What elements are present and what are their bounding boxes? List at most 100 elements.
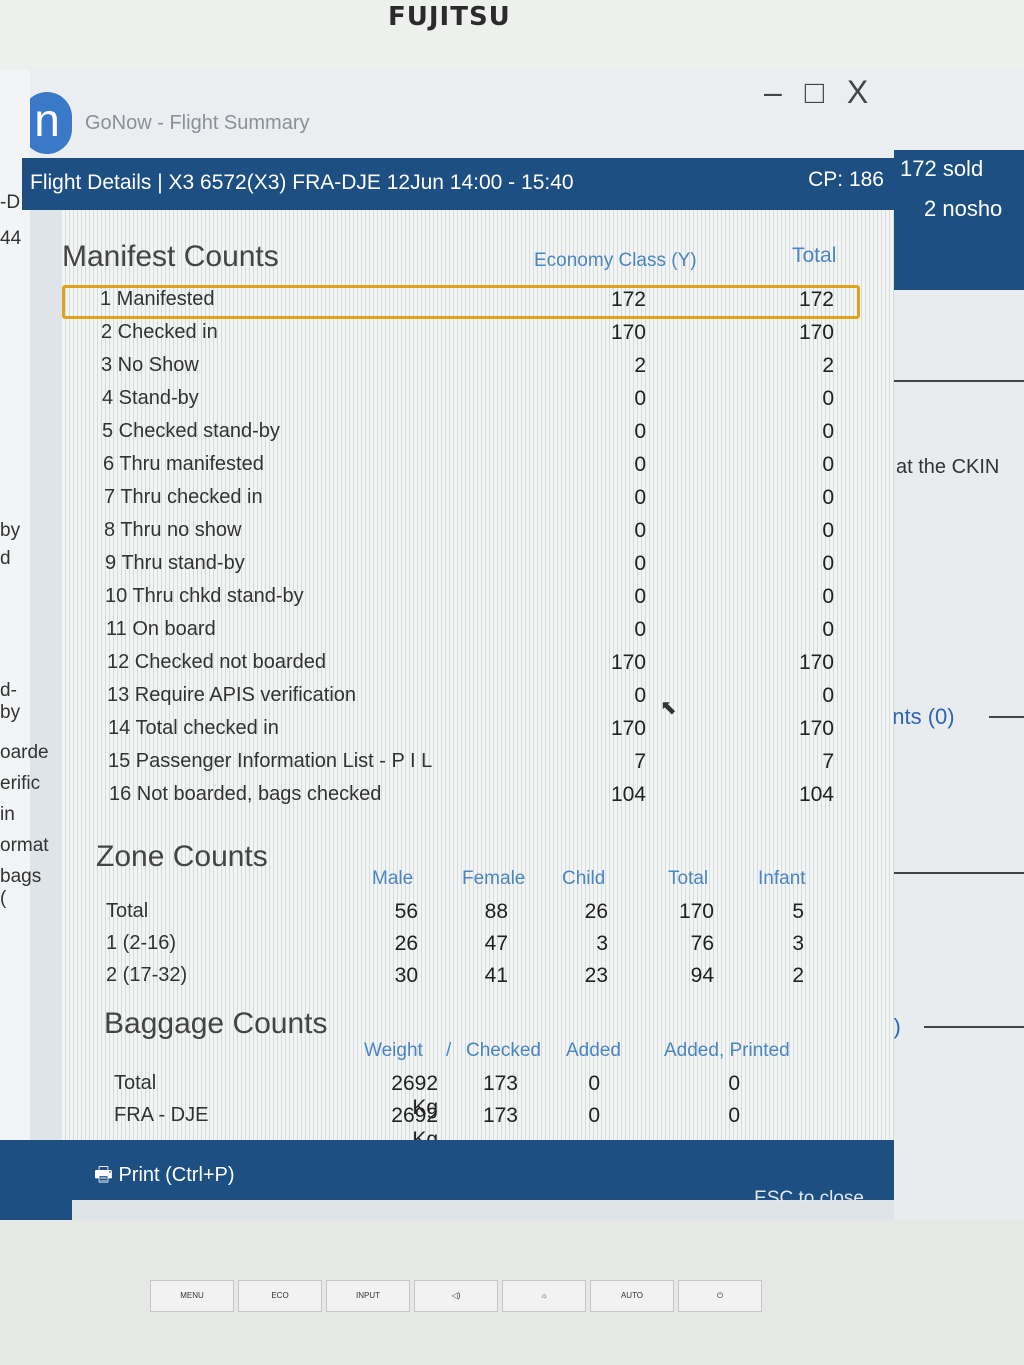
zone-value: 30 [394, 964, 418, 987]
monitor-button[interactable]: ⏻ [678, 1280, 762, 1312]
manifest-row-label: 5 Checked stand-by [102, 420, 280, 442]
economy-value: 0 [634, 420, 646, 443]
economy-value: 2 [634, 354, 646, 377]
baggage-weight: 2692 Kg [391, 1072, 438, 1119]
monitor-button[interactable]: MENU [150, 1280, 234, 1312]
total-value: 104 [798, 783, 834, 806]
zone-value: 3 [792, 932, 804, 955]
zone-value: 76 [690, 932, 714, 955]
maximize-icon[interactable]: □ [804, 74, 825, 110]
app-title-bar: n GoNow - Flight Summary – □ X [0, 70, 1024, 160]
app-title: GoNow - Flight Summary [85, 112, 310, 134]
monitor-button[interactable]: ◁) [414, 1280, 498, 1312]
zone-counts-title: Zone Counts [96, 840, 268, 873]
economy-value: 0 [634, 486, 646, 509]
left-fragment: oarde [0, 742, 49, 763]
baggage-added: 0 [588, 1072, 600, 1095]
divider [878, 872, 1024, 874]
dialog-footer: 🖶 Print (Ctrl+P) ESC to close [72, 1140, 894, 1209]
total-value: 0 [822, 486, 834, 509]
left-fragment: erific [0, 773, 41, 794]
background-right-panel: 172 sold 2 nosho at the CKIN ents (0) (0… [874, 150, 1024, 1220]
left-fragment: -D [0, 192, 21, 213]
total-value: 0 [822, 453, 834, 476]
total-value: 0 [822, 618, 834, 641]
baggage-column-header: / [446, 1040, 452, 1061]
right-panel-header: 172 sold 2 nosho [894, 150, 1024, 290]
manifest-row-label: 7 Thru checked in [104, 486, 263, 508]
manifest-row-label: 10 Thru chkd stand-by [105, 585, 304, 607]
divider [924, 1026, 1024, 1028]
flight-details-titlebar: Flight Details | X3 6572(X3) FRA-DJE 12J… [22, 158, 894, 210]
total-header: Total [792, 244, 837, 267]
print-button[interactable]: 🖶 Print (Ctrl+P) [94, 1160, 235, 1194]
monitor-button[interactable]: AUTO [590, 1280, 674, 1312]
zone-value: 170 [678, 900, 714, 923]
total-value: 0 [822, 585, 834, 608]
zone-value: 26 [394, 932, 418, 955]
baggage-column-header: Weight [364, 1040, 423, 1061]
baggage-row-label: Total [114, 1072, 157, 1094]
total-value: 7 [822, 750, 834, 773]
zone-value: 56 [394, 900, 418, 923]
baggage-counts-title: Baggage Counts [104, 1007, 328, 1040]
zone-value: 5 [792, 900, 804, 923]
economy-value: 104 [610, 783, 646, 806]
baggage-added-printed: 0 [728, 1104, 740, 1127]
baggage-column-header: Added, Printed [664, 1040, 790, 1061]
minimize-icon[interactable]: – [764, 74, 782, 110]
monitor-button[interactable]: ☼ [502, 1280, 586, 1312]
noshow-count: 2 nosho [924, 196, 1003, 221]
manifest-row-label: 8 Thru no show [104, 519, 242, 541]
economy-value: 0 [634, 585, 646, 608]
left-fragment: bags ( [0, 866, 42, 909]
screen: n GoNow - Flight Summary – □ X -D 44 by … [0, 70, 1024, 1220]
total-value: 170 [798, 321, 834, 344]
manifest-row-label: 14 Total checked in [108, 717, 279, 739]
total-value: 170 [798, 651, 834, 674]
monitor-button[interactable]: ECO [238, 1280, 322, 1312]
zone-value: 47 [484, 932, 508, 955]
cp-count: CP: 186 [808, 168, 884, 191]
dialog-footer-left [0, 1140, 72, 1220]
zone-row-label: Total [106, 900, 149, 922]
left-fragment: 44 [0, 228, 22, 249]
baggage-added: 0 [588, 1104, 600, 1127]
economy-class-header: Economy Class (Y) [534, 250, 697, 271]
zone-column-header: Female [462, 868, 526, 889]
manifest-row-label: 15 Passenger Information List - P I L [108, 750, 433, 772]
manifest-row-label: 6 Thru manifested [103, 453, 264, 475]
background-left-panel: -D 44 by d d-by oarde erific in ormat ba… [0, 70, 49, 1220]
print-label: Print (Ctrl+P) [118, 1164, 235, 1186]
economy-value: 0 [634, 684, 646, 707]
close-icon[interactable]: X [846, 74, 869, 110]
economy-value: 0 [634, 618, 646, 641]
baggage-column-header: Added [566, 1040, 621, 1061]
economy-value: 172 [610, 288, 646, 311]
divider [989, 716, 1024, 718]
esc-to-close-hint: ESC to close [754, 1188, 864, 1209]
flight-details-title: Flight Details | X3 6572(X3) FRA-DJE 12J… [30, 171, 574, 194]
economy-value: 0 [634, 387, 646, 410]
zone-column-header: Total [668, 868, 709, 889]
monitor-buttons: MENU ECO INPUT ◁) ☼ AUTO ⏻ [150, 1280, 770, 1316]
app-logo-icon: n [22, 92, 72, 154]
economy-value: 7 [634, 750, 646, 773]
manifest-row-label: 2 Checked in [101, 321, 218, 343]
manifest-row-label: 11 On board [106, 618, 216, 640]
baggage-column-header: Checked [466, 1040, 541, 1061]
window-controls: – □ X [750, 74, 868, 111]
economy-value: 170 [610, 717, 646, 740]
economy-value: 0 [634, 453, 646, 476]
monitor-brand-logo: FUJITSU [388, 2, 511, 32]
economy-value: 0 [634, 552, 646, 575]
left-fragment: in [0, 804, 15, 825]
zone-column-header: Male [372, 868, 414, 889]
zone-row-label: 1 (2-16) [106, 932, 177, 954]
baggage-added-printed: 0 [728, 1072, 740, 1095]
monitor-button[interactable]: INPUT [326, 1280, 410, 1312]
zone-column-header: Child [562, 868, 606, 889]
manifest-row-label: 9 Thru stand-by [105, 552, 245, 574]
manifested-highlight [62, 285, 860, 319]
monitor-bottom-bezel: MENU ECO INPUT ◁) ☼ AUTO ⏻ [0, 1220, 1024, 1365]
